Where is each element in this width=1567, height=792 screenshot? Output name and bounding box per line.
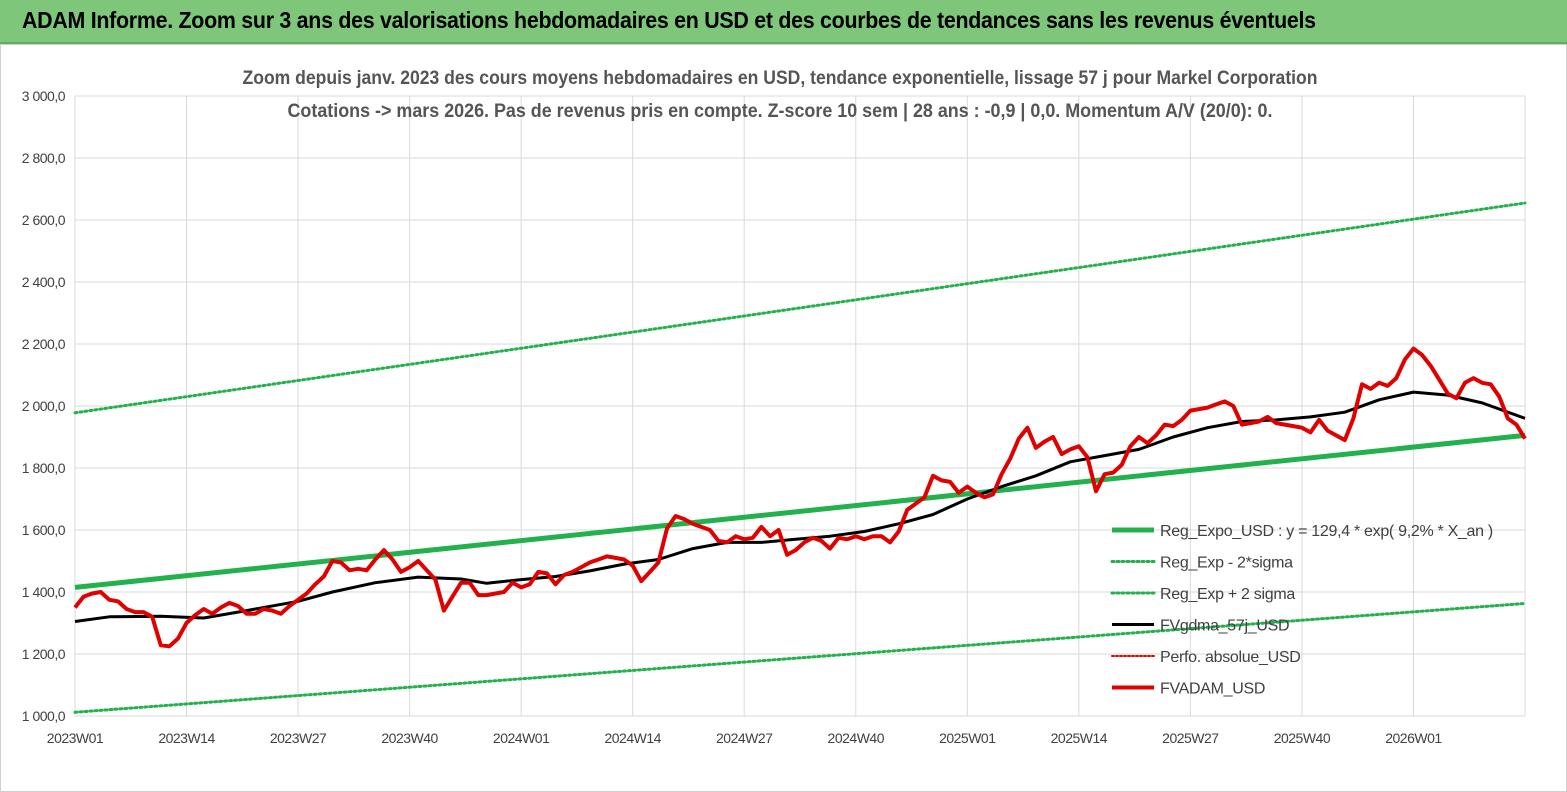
report-banner: ADAM Informe. Zoom sur 3 ans des valoris… bbox=[0, 0, 1567, 44]
x-tick-label: 2023W01 bbox=[47, 730, 104, 746]
y-tick-label: 1 200,0 bbox=[22, 646, 66, 662]
legend-label: Reg_Expo_USD : y = 129,4 * exp( 9,2% * X… bbox=[1160, 523, 1493, 540]
series-line-3 bbox=[74, 390, 1526, 623]
legend-label: Perfo. absolue_USD bbox=[1160, 649, 1300, 666]
x-tick-label: 2025W14 bbox=[1051, 730, 1108, 746]
x-tick-label: 2024W40 bbox=[828, 730, 885, 746]
chart-subtitle: Cotations -> mars 2026. Pas de revenus p… bbox=[288, 101, 1273, 122]
y-tick-label: 2 200,0 bbox=[22, 336, 66, 352]
legend-label: FVADAM_USD bbox=[1160, 681, 1265, 698]
series-line-5 bbox=[73, 346, 1527, 649]
y-tick-label: 1 800,0 bbox=[22, 460, 66, 476]
legend-label: FVgdma_57j_USD bbox=[1160, 618, 1289, 635]
y-tick-label: 3 000,0 bbox=[22, 88, 66, 104]
y-tick-label: 1 400,0 bbox=[22, 584, 66, 600]
x-tick-label: 2023W40 bbox=[381, 730, 438, 746]
y-tick-label: 1 000,0 bbox=[22, 708, 66, 724]
x-tick-label: 2024W14 bbox=[604, 730, 661, 746]
y-tick-label: 2 800,0 bbox=[22, 150, 66, 166]
series-line-2 bbox=[73, 201, 1527, 415]
x-tick-label: 2024W27 bbox=[716, 730, 773, 746]
series-line-0 bbox=[74, 432, 1526, 590]
y-tick-label: 2 400,0 bbox=[22, 274, 66, 290]
x-tick-label: 2025W01 bbox=[939, 730, 996, 746]
legend-label: Reg_Exp + 2 sigma bbox=[1160, 586, 1295, 603]
x-tick-label: 2023W27 bbox=[270, 730, 327, 746]
legend-label: Reg_Exp - 2*sigma bbox=[1160, 555, 1293, 572]
y-tick-label: 2 600,0 bbox=[22, 212, 66, 228]
x-tick-label: 2024W01 bbox=[493, 730, 550, 746]
x-tick-label: 2023W14 bbox=[158, 730, 215, 746]
x-tick-label: 2025W27 bbox=[1162, 730, 1219, 746]
y-tick-label: 1 600,0 bbox=[22, 522, 66, 538]
report-title: ADAM Informe. Zoom sur 3 ans des valoris… bbox=[22, 7, 1316, 33]
x-tick-label: 2025W40 bbox=[1274, 730, 1331, 746]
chart-title: Zoom depuis janv. 2023 des cours moyens … bbox=[243, 68, 1318, 89]
y-tick-label: 2 000,0 bbox=[22, 398, 66, 414]
series-line-1 bbox=[73, 602, 1527, 714]
x-tick-label: 2026W01 bbox=[1385, 730, 1442, 746]
